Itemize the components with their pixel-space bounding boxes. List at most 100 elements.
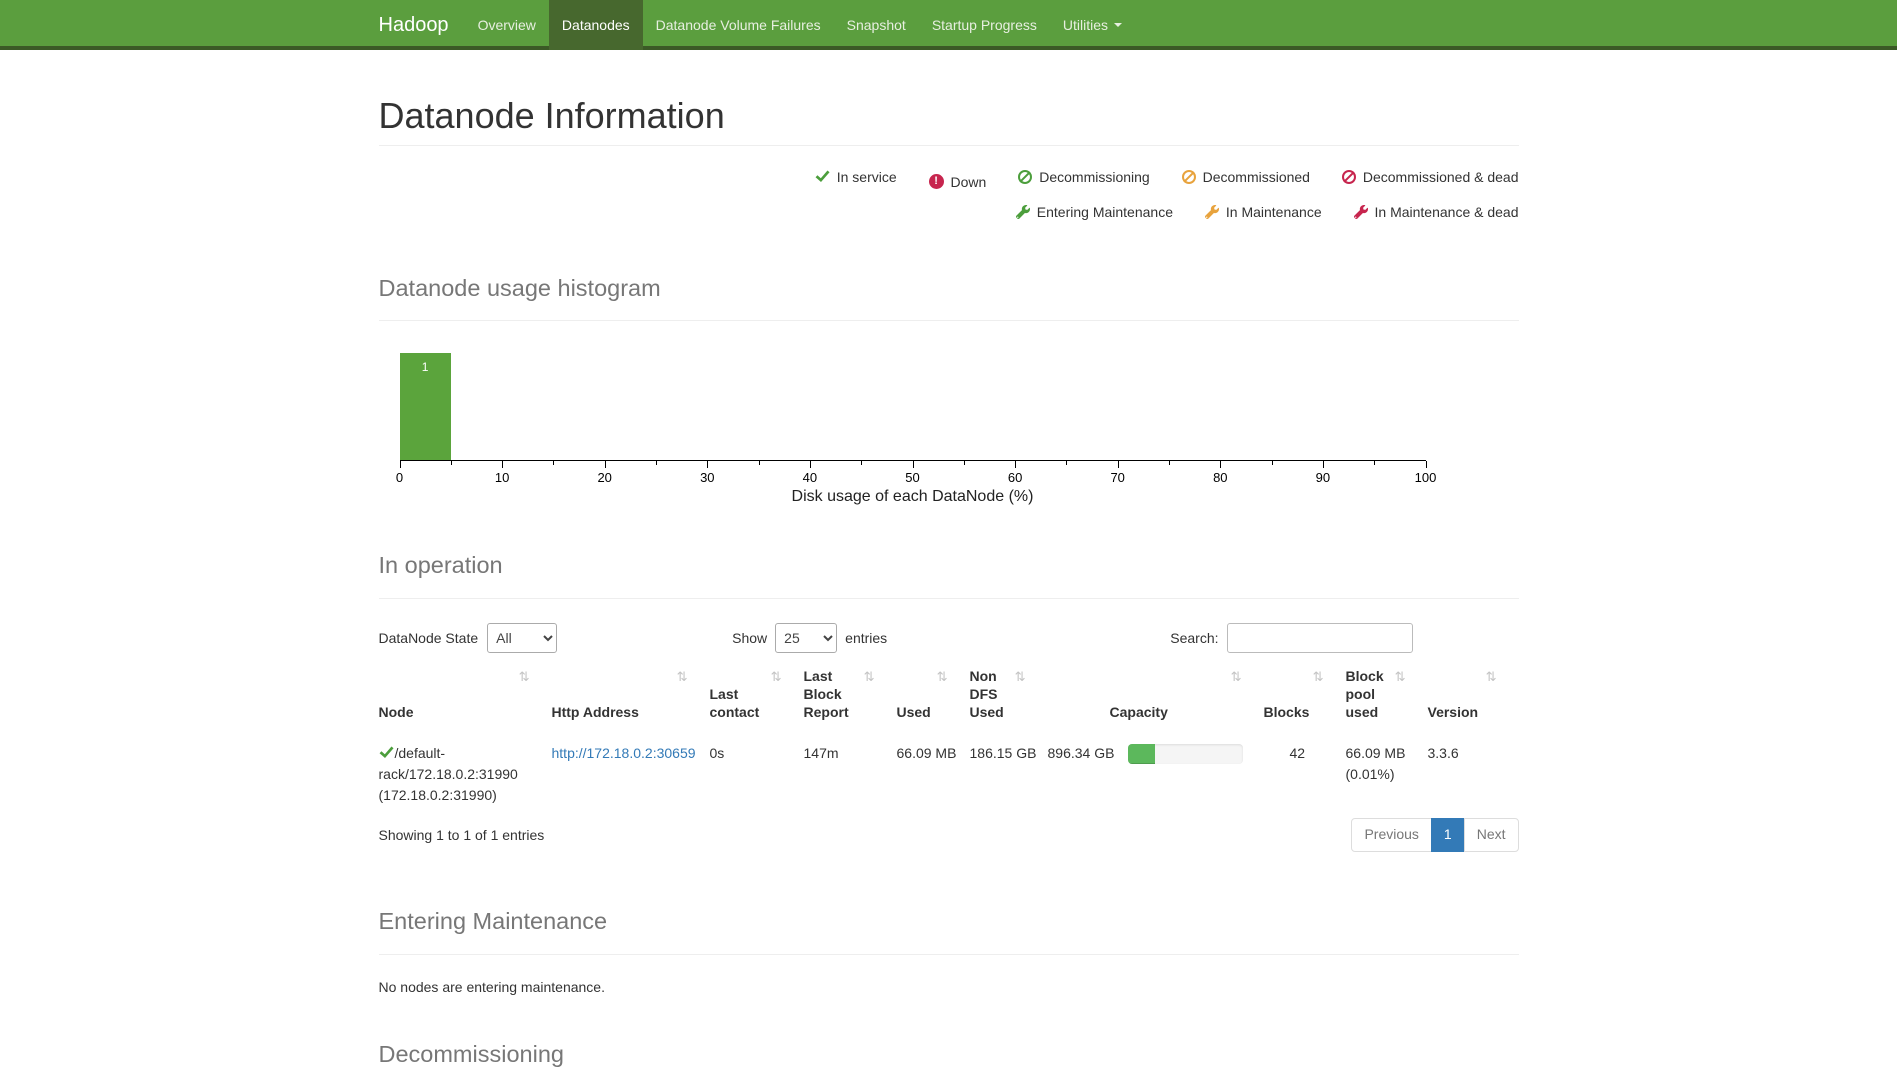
nav-utilities-dropdown[interactable]: Utilities [1050,0,1135,50]
histogram-section-header: Datanode usage histogram [378,269,1519,322]
page-title: Datanode Information [378,95,725,136]
x-axis [399,460,1427,469]
in-operation-section-header: In operation [378,546,1519,599]
wrench-icon [1015,204,1030,219]
page-header: Datanode Information [378,95,1519,146]
last-block-report-cell: 147m [803,745,839,762]
ban-icon [1341,170,1356,185]
entering-maintenance-title: Entering Maintenance [378,908,608,935]
last-contact-cell: 0s [709,745,725,762]
ban-icon [1181,170,1196,185]
x-tick-label: 50 [905,470,920,486]
brand-hadoop[interactable]: Hadoop [379,0,465,50]
legend-row-1: In service ! Down Decommissioning Decomm… [379,162,1519,197]
legend-down: ! Down [928,167,986,197]
column-header-node[interactable]: Node ⇅ [378,668,530,721]
capacity-progress-bar [1128,744,1244,765]
nav-overview[interactable]: Overview [477,17,536,33]
block-pool-used-cell: 66.09 MB (0.01%) [1345,745,1406,783]
pagination-previous[interactable]: Previous [1351,818,1432,853]
column-header-http-address[interactable]: Http Address ⇅ [551,668,688,721]
x-axis-label: Disk usage of each DataNode (%) [791,488,1034,506]
table-search: Search: [1170,622,1413,653]
column-header-last-contact[interactable]: Last contact ⇅ [709,668,782,721]
table-header-row: Node ⇅ Http Address ⇅ Last contact ⇅ Last B… [379,667,1519,732]
exclamation-circle-icon: ! [928,174,944,190]
sort-icon: ⇅ [863,668,875,684]
x-tick-label: 60 [1007,470,1023,486]
table-footer: Showing 1 to 1 of 1 entries Previous 1 N… [379,818,1519,853]
pagination-page-1[interactable]: 1 [1430,818,1465,853]
column-header-capacity[interactable]: Capacity ⇅ [1109,668,1242,721]
nav-snapshot[interactable]: Snapshot [846,17,906,33]
in-operation-section-title: In operation [378,552,503,579]
histogram-bar: 1 [399,353,451,461]
sort-icon: ⇅ [518,668,530,684]
decommissioning-title: Decommissioning [378,1040,564,1067]
column-header-used[interactable]: Used ⇅ [896,668,948,721]
capacity-progress-fill [1128,744,1155,765]
legend-row-2: Entering Maintenance In Maintenance In M… [379,197,1519,229]
wrench-icon [1204,204,1219,219]
entries-label: entries [845,629,888,646]
datanode-state-label: DataNode State [378,629,479,646]
histogram-section-title: Datanode usage histogram [378,274,661,301]
legend-in-service: In service [815,162,897,192]
entering-maintenance-empty-message: No nodes are entering maintenance. [378,978,605,995]
usage-histogram: 1 0 10 20 30 40 50 60 70 80 90 100 Disk … [396,352,1436,506]
legend-entering-maintenance: Entering Maintenance [1015,197,1173,227]
show-label: Show [732,629,768,646]
x-tick-label: 10 [494,470,510,486]
column-header-version[interactable]: Version ⇅ [1427,668,1497,721]
x-tick-label: 90 [1315,470,1331,486]
blocks-cell: 42 [1289,745,1306,762]
pagination-next[interactable]: Next [1463,818,1519,853]
entries-length-control: Show 25 entries [732,622,895,653]
status-legend: In service ! Down Decommissioning Decomm… [379,162,1519,229]
http-address-link[interactable]: http://172.18.0.2:30659 [551,745,696,762]
wrench-icon [1353,204,1368,219]
http-address-cell: http://172.18.0.2:30659 [552,731,710,814]
sort-icon: ⇅ [1014,668,1026,684]
sort-icon: ⇅ [676,668,688,684]
nav-datanodes[interactable]: Datanodes [548,0,643,50]
legend-decommissioned-dead: Decommissioned & dead [1341,162,1519,192]
x-tick-label: 30 [700,470,715,486]
navbar: Hadoop Overview Datanodes Datanode Volum… [0,0,1897,50]
column-header-non-dfs-used[interactable]: Non DFS Used ⇅ [969,667,1026,721]
column-header-blocks[interactable]: Blocks ⇅ [1263,668,1324,721]
pagination: Previous 1 Next [1351,818,1519,853]
brand-label: Hadoop [378,13,449,36]
table-controls: DataNode State All Show 25 entries Searc… [378,622,1519,653]
decommissioning-section-header: Decommissioning [379,1035,1519,1077]
legend-decommissioning: Decommissioning [1018,162,1150,192]
used-cell: 66.09 MB [896,745,957,762]
entries-select[interactable]: 25 [775,622,838,653]
column-header-last-block-report[interactable]: Last Block Report ⇅ [803,667,875,721]
datanode-row: /default-rack/172.18.0.2:31990 (172.18.0… [379,731,1519,814]
sort-icon: ⇅ [1485,668,1497,684]
x-tick-label: 0 [395,470,404,486]
sort-icon: ⇅ [1394,668,1406,684]
check-icon [379,745,394,760]
check-icon [815,169,830,184]
version-cell: 3.3.6 [1427,745,1459,762]
sort-icon: ⇅ [936,668,948,684]
non-dfs-used-cell: 186.15 GB [969,745,1037,762]
datanodes-table: Node ⇅ Http Address ⇅ Last contact ⇅ Last B… [379,667,1519,815]
nav-datanode-volume-failures[interactable]: Datanode Volume Failures [655,17,821,33]
datanode-state-select[interactable]: All [487,622,558,653]
legend-in-maintenance: In Maintenance [1204,197,1322,227]
nav-startup-progress[interactable]: Startup Progress [931,17,1037,33]
column-header-block-pool-used[interactable]: Block pool used ⇅ [1345,667,1406,721]
datanode-state-filter: DataNode State All [378,622,558,653]
search-label: Search: [1170,629,1219,646]
capacity-cell: 896.34 GB [1048,731,1264,814]
x-tick-label: 70 [1110,470,1125,486]
x-tick-label: 20 [597,470,612,486]
search-input[interactable] [1226,622,1413,653]
sort-icon: ⇅ [1312,668,1324,684]
legend-decommissioned: Decommissioned [1181,162,1310,192]
sort-icon: ⇅ [770,668,782,684]
x-tick-label: 80 [1213,470,1228,486]
